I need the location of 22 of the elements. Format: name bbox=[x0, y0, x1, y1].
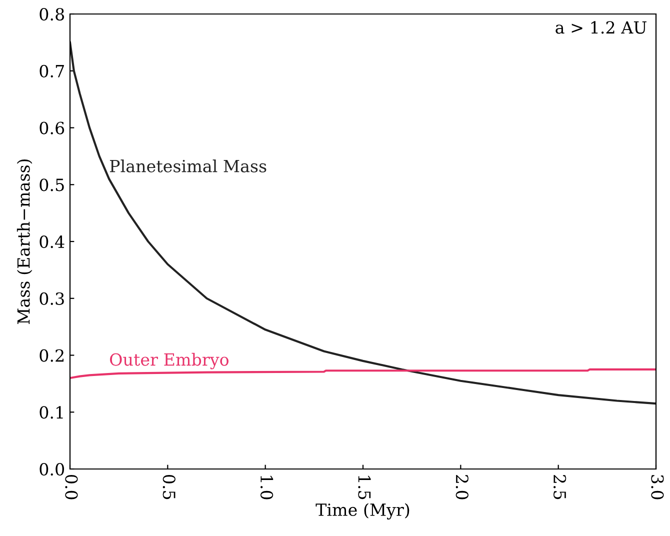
annotation: Planetesimal Mass bbox=[110, 159, 266, 172]
y-tick-label: 0.3 bbox=[40, 292, 64, 305]
y-tick-label: 0.0 bbox=[40, 462, 64, 476]
y-tick-label: 0.8 bbox=[40, 8, 64, 21]
y-tick-label: 0.1 bbox=[40, 406, 63, 419]
y-axis-title: Mass (Earth−mass) bbox=[16, 159, 32, 324]
x-tick-label: 2.5 bbox=[553, 474, 566, 500]
y-tick-label: 0.2 bbox=[40, 349, 64, 362]
x-tick-label: 2.0 bbox=[456, 474, 468, 500]
x-tick-label: 0.5 bbox=[162, 474, 176, 500]
line-series bbox=[70, 41, 656, 405]
annotation: Outer Embryo bbox=[110, 352, 229, 370]
x-tick-label: 1.5 bbox=[358, 476, 371, 500]
y-tick-label: 0.6 bbox=[40, 122, 64, 134]
x-axis-title: Time (Myr) bbox=[316, 503, 410, 520]
y-tick-label: 0.4 bbox=[40, 235, 64, 248]
x-tick-label: 3.0 bbox=[651, 475, 664, 500]
annotation: a > 1.2 AU bbox=[556, 21, 646, 34]
y-tick-label: 0.7 bbox=[40, 64, 64, 78]
x-tick-label: 1.0 bbox=[260, 476, 274, 500]
line-series bbox=[70, 368, 656, 380]
y-tick-label: 0.5 bbox=[40, 178, 64, 192]
